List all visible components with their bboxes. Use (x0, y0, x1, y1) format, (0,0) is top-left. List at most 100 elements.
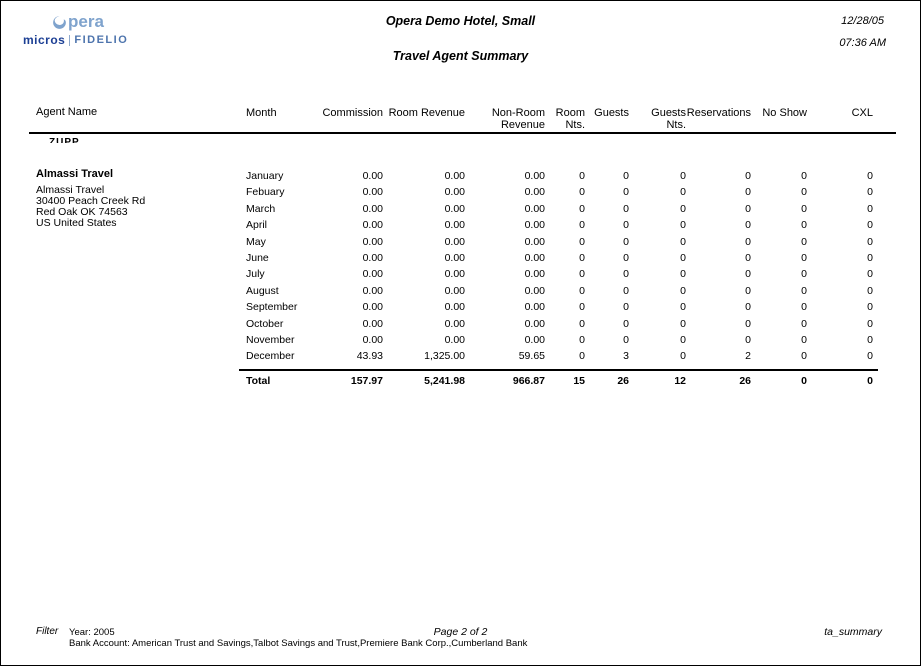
value-cell: 0.00 (444, 284, 465, 297)
value-cell: 0 (579, 170, 585, 182)
column-header: Room Nts. (555, 107, 585, 131)
value-cell: 0 (801, 333, 807, 346)
value-cell: 0 (623, 268, 629, 281)
value-cell: 0.00 (444, 268, 465, 281)
value-cell: 0 (801, 268, 807, 281)
value-cell: 0 (867, 186, 873, 199)
value-cell: 0 (579, 333, 585, 346)
month-cell: January (246, 170, 284, 182)
value-cell: 0 (579, 268, 585, 281)
header-rule (29, 132, 896, 134)
column-header: Guests (594, 107, 629, 119)
value-cell: 0.00 (444, 202, 465, 215)
value-cell: 0 (579, 186, 585, 199)
value-cell: 0 (801, 219, 807, 232)
month-cell: October (246, 317, 284, 330)
value-cell: 0.00 (524, 317, 545, 330)
filter-label: Filter (36, 626, 59, 637)
column-header: CXL (851, 107, 873, 119)
total-rule (239, 369, 878, 371)
value-cell: 0 (579, 284, 585, 297)
value-cell: 0 (680, 284, 686, 297)
value-cell: 0 (745, 202, 751, 215)
value-cell: 0 (623, 202, 629, 215)
table-row: March 0.00 0.00 0.00 0 0 0 0 0 0 (1, 201, 920, 217)
report-footer: Filter Year: 2005 Bank Account: American… (1, 621, 920, 665)
month-cell: June (246, 251, 269, 264)
value-cell: 2 (745, 350, 751, 363)
total-row: Total 157.97 5,241.98 966.87 15 26 12 26 0 0 (1, 373, 920, 390)
value-cell: 0.00 (362, 202, 383, 215)
value-cell: 0 (579, 350, 585, 363)
value-cell: 26 (617, 375, 629, 387)
value-cell: 0 (801, 186, 807, 199)
value-cell: 0.00 (444, 333, 465, 346)
opera-wordmark: pera (68, 12, 104, 31)
page-number: Page 2 of 2 (433, 626, 488, 638)
value-cell: 0 (579, 219, 585, 232)
logo-divider (69, 34, 71, 46)
table-row: April 0.00 0.00 0.00 0 0 0 0 0 0 (1, 217, 920, 233)
agent-name: Almassi Travel (36, 168, 114, 180)
agent-name-column-header: Agent Name (36, 106, 98, 118)
value-cell: 0 (801, 350, 807, 363)
value-cell: 0 (745, 219, 751, 232)
value-cell: 15 (573, 375, 585, 387)
month-cell: March (246, 202, 276, 215)
column-header: No Show (762, 107, 807, 119)
column-header: Room Revenue (388, 107, 465, 119)
value-cell: 0 (745, 301, 751, 314)
table-rows: January 0.00 0.00 0.00 0 0 0 0 0 0 Febuary 0.00 0.00… (1, 168, 920, 365)
value-cell: 0.00 (444, 186, 465, 199)
value-cell: 0.00 (362, 219, 383, 232)
value-cell: 0 (623, 251, 629, 264)
table-row: July 0.00 0.00 0.00 0 0 0 0 0 0 (1, 266, 920, 282)
value-cell: 0 (745, 284, 751, 297)
value-cell: 0 (801, 284, 807, 297)
value-cell: 0.00 (362, 186, 383, 199)
month-cell: August (246, 284, 279, 297)
value-cell: 0.00 (524, 251, 545, 264)
value-cell: 0.00 (444, 317, 465, 330)
value-cell: 0.00 (444, 301, 465, 314)
value-cell: 0.00 (444, 219, 465, 232)
agent-address-line: Almassi Travel (36, 184, 105, 196)
value-cell: 0.00 (524, 333, 545, 346)
value-cell: 0 (579, 317, 585, 330)
value-cell: 5,241.98 (424, 375, 465, 387)
value-cell: 0 (745, 235, 751, 248)
value-cell: 966.87 (512, 375, 545, 387)
table-row: August 0.00 0.00 0.00 0 0 0 0 0 0 (1, 283, 920, 299)
value-cell: 0 (623, 333, 629, 346)
value-cell: 0.00 (524, 284, 545, 297)
report-id: ta_summary (824, 626, 882, 638)
value-cell: 0.00 (362, 251, 383, 264)
value-cell: 0 (579, 235, 585, 248)
value-cell: 0.00 (444, 235, 465, 248)
value-cell: 0 (680, 186, 686, 199)
value-cell: 0 (745, 268, 751, 281)
value-cell: 0 (867, 284, 873, 297)
value-cell: 0 (801, 170, 807, 182)
value-cell: 0.00 (524, 235, 545, 248)
value-cell: 0 (867, 235, 873, 248)
value-cell: 0 (680, 350, 686, 363)
table-row: October 0.00 0.00 0.00 0 0 0 0 0 0 (1, 316, 920, 332)
value-cell: 0.00 (524, 170, 545, 182)
value-cell: 0 (867, 301, 873, 314)
report-title: Travel Agent Summary (392, 49, 529, 63)
value-cell: 0 (867, 375, 873, 387)
column-header: Reservations (686, 107, 751, 119)
month-cell: December (246, 350, 295, 363)
value-cell: 0 (623, 170, 629, 182)
micros-fidelio-logo: micros FIDELIO (23, 33, 133, 47)
value-cell: 0 (680, 333, 686, 346)
value-cell: 0 (745, 333, 751, 346)
filter-bank-accounts: Bank Account: American Trust and Savings… (69, 638, 528, 649)
table-row: January 0.00 0.00 0.00 0 0 0 0 0 0 (1, 168, 920, 184)
value-cell: 0 (867, 333, 873, 346)
value-cell: 0.00 (362, 301, 383, 314)
value-cell: 26 (739, 375, 751, 387)
value-cell: 59.65 (518, 350, 545, 363)
agent-address-line: 30400 Peach Creek Rd (36, 195, 146, 207)
